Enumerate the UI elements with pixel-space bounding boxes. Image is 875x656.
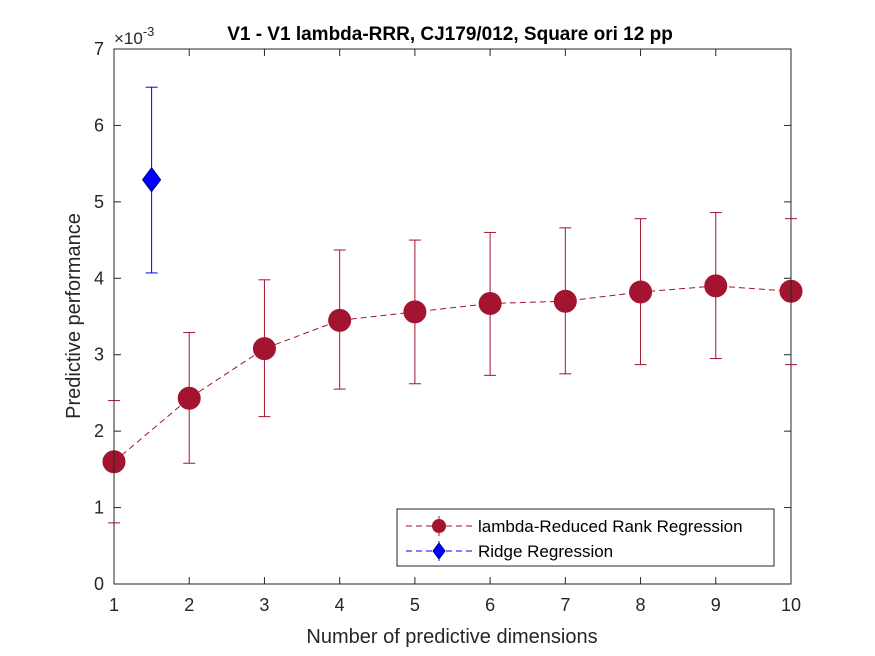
plot-area (114, 49, 791, 584)
y-tick-label: 2 (94, 421, 104, 441)
data-point (328, 308, 352, 332)
x-tick-label: 4 (335, 595, 345, 615)
chart-title: V1 - V1 lambda-RRR, CJ179/012, Square or… (227, 24, 673, 45)
x-tick-label: 3 (259, 595, 269, 615)
legend-entry-0: lambda-Reduced Rank Regression (406, 516, 743, 536)
x-tick-label: 6 (485, 595, 495, 615)
axes-box (113, 48, 792, 585)
series-1 (141, 86, 162, 274)
data-point (403, 300, 427, 324)
y-tick-label: 3 (94, 345, 104, 365)
y-tick-label: 5 (94, 192, 104, 212)
legend-label: Ridge Regression (478, 542, 613, 561)
x-tick-label: 5 (410, 595, 420, 615)
svg-text:×10-3: ×10-3 (114, 24, 154, 48)
y-tick-label: 6 (94, 115, 104, 135)
x-tick-label: 2 (184, 595, 194, 615)
y-tick-label: 4 (94, 268, 104, 288)
data-point (478, 292, 502, 316)
legend: lambda-Reduced Rank Regression Ridge Regr… (396, 508, 775, 567)
data-point (553, 289, 577, 313)
y-tick-label: 7 (94, 39, 104, 59)
x-tick-label: 8 (636, 595, 646, 615)
legend-marker (432, 542, 446, 560)
series-line (113, 285, 792, 463)
data-point (629, 280, 653, 304)
series-layer (102, 86, 803, 524)
x-tick-label: 10 (781, 595, 801, 615)
x-tick-label: 1 (109, 595, 119, 615)
y-tick-label: 1 (94, 498, 104, 518)
x-tick-label: 9 (711, 595, 721, 615)
data-point (252, 337, 276, 361)
legend-marker (432, 519, 446, 533)
data-point (177, 386, 201, 410)
legend-entry-1: Ridge Regression (406, 541, 613, 561)
y-exponent-power: -3 (143, 24, 155, 39)
y-exponent-base: ×10 (114, 29, 143, 48)
data-point (704, 274, 728, 298)
y-tick-label: 0 (94, 574, 104, 594)
legend-label: lambda-Reduced Rank Regression (478, 517, 743, 536)
x-tick-label: 7 (560, 595, 570, 615)
legend-entries: lambda-Reduced Rank Regression Ridge Regr… (406, 516, 743, 561)
legend-box (396, 508, 775, 567)
data-point (141, 166, 162, 193)
series-0 (102, 212, 803, 524)
y-axis-label: Predictive performance (63, 213, 85, 419)
x-axis-label: Number of predictive dimensions (306, 626, 597, 648)
y-exponent-label: ×10-3 (114, 24, 154, 48)
